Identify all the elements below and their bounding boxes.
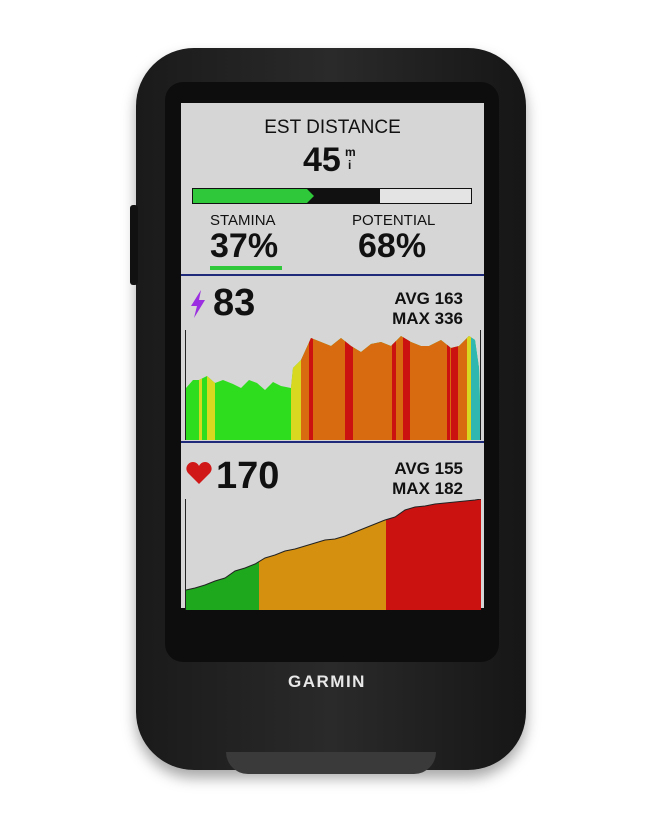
unit-bottom: i — [348, 158, 352, 172]
heart-rate-max: MAX 182 — [392, 479, 463, 498]
hr-line — [185, 499, 481, 591]
power-zone-yellow — [467, 336, 471, 440]
est-distance-bar — [192, 188, 472, 204]
heart-rate-value: 170 — [216, 455, 280, 497]
heart-rate-chart — [185, 499, 481, 610]
power-section: 83 AVG 163 MAX 336 — [181, 276, 484, 441]
side-button[interactable] — [130, 205, 138, 285]
power-value: 83 — [213, 282, 256, 324]
screen: EST DISTANCE 45 m i STAMINA 37% POTENTIA… — [181, 103, 484, 610]
hr-zone-green — [186, 499, 259, 610]
stamina-label: STAMINA — [210, 212, 276, 229]
divider — [181, 274, 484, 276]
power-zone-teal — [471, 336, 481, 440]
power-zone-yellow — [207, 336, 215, 440]
divider — [181, 441, 484, 443]
power-max: MAX 336 — [392, 309, 463, 328]
est-distance-label: EST DISTANCE — [264, 117, 401, 138]
power-zone-red — [345, 336, 353, 440]
heart-rate-section: 170 AVG 155 MAX 182 — [181, 443, 484, 610]
hr-zone-orange — [259, 499, 386, 610]
power-zone-red — [403, 336, 410, 440]
est-distance-value: 45 — [303, 141, 341, 179]
stamina-underline — [210, 266, 282, 270]
est-distance-section: EST DISTANCE 45 m i STAMINA 37% POTENTIA… — [181, 103, 484, 274]
hr-zone-red — [386, 499, 481, 610]
power-zone-red — [447, 336, 450, 440]
heart-rate-avg: AVG 155 — [394, 459, 463, 478]
device-bottom — [226, 752, 436, 774]
power-zone-yellow — [199, 336, 202, 440]
power-zone-yellow — [291, 336, 301, 440]
potential-value: 68% — [358, 227, 427, 265]
unit-top: m — [345, 145, 356, 159]
heart-icon — [186, 462, 212, 484]
power-zone-red — [309, 336, 313, 440]
bar-green — [193, 189, 314, 203]
brand-logo: GARMIN — [288, 672, 366, 691]
lightning-bolt-icon — [191, 290, 205, 318]
power-avg: AVG 163 — [394, 289, 463, 308]
power-chart — [185, 330, 481, 440]
potential-label: POTENTIAL — [352, 212, 436, 229]
power-zone-orange — [301, 336, 471, 440]
power-zone-red — [392, 336, 396, 440]
power-zone-red — [451, 336, 458, 440]
stamina-value: 37% — [210, 227, 279, 265]
